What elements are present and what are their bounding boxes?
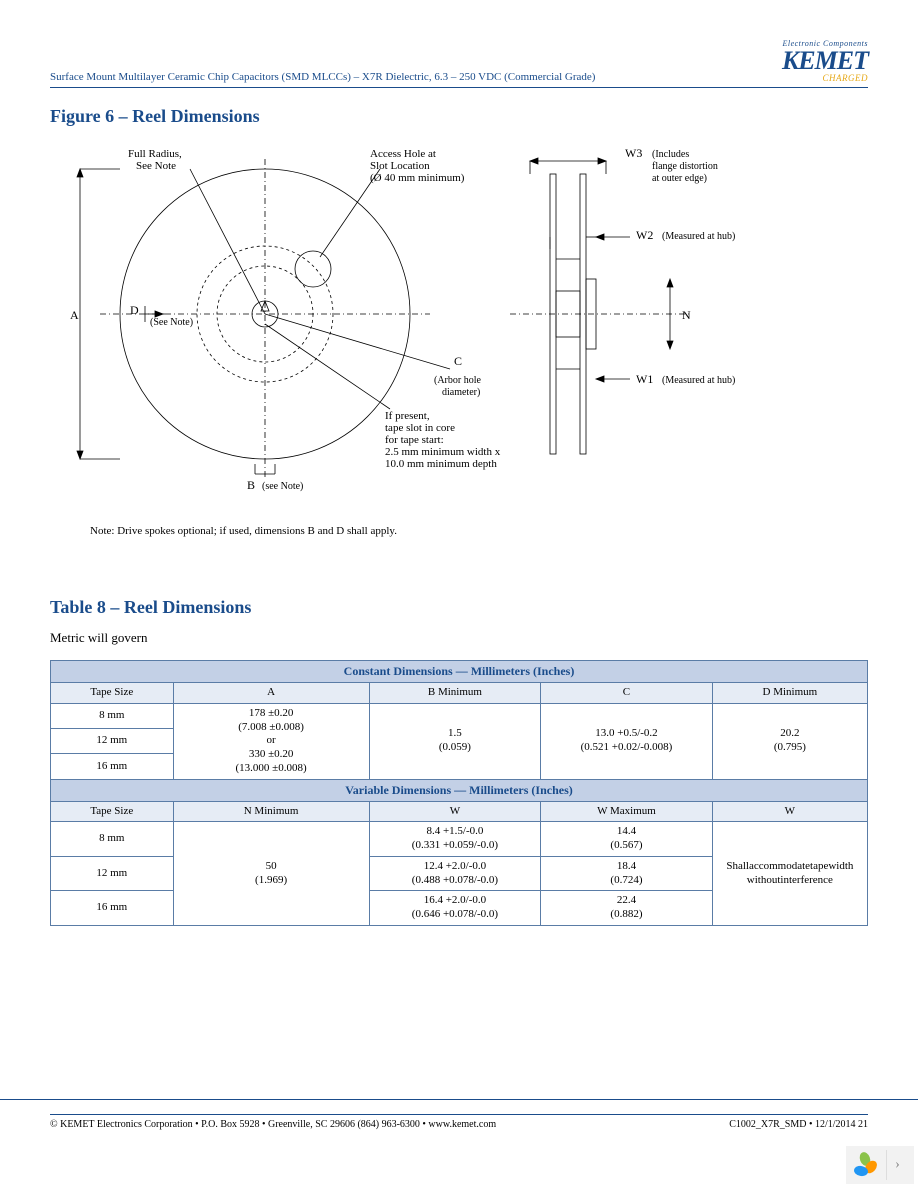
page: Surface Mount Multilayer Ceramic Chip Ca… (0, 0, 918, 1100)
svg-text:(Arbor hole: (Arbor hole (434, 375, 481, 386)
svg-text:(see Note): (see Note) (262, 481, 303, 492)
col-n: N Minimum (173, 801, 369, 822)
col-tape-size: Tape Size (51, 683, 174, 704)
page-header: Surface Mount Multilayer Ceramic Chip Ca… (50, 40, 868, 88)
svg-text:Full Radius,: Full Radius, (128, 148, 182, 160)
svg-text:10.0 mm minimum depth: 10.0 mm minimum depth (385, 458, 497, 470)
dim-d-label: D (130, 303, 139, 317)
svg-text:(See Note): (See Note) (150, 317, 193, 328)
dim-c-label: C (454, 354, 462, 368)
reel-dimensions-table: Constant Dimensions — Millimeters (Inche… (50, 660, 868, 926)
svg-text:If present,: If present, (385, 410, 430, 422)
table-row: 8 mm 178 ±0.20 (7.008 ±0.008) or 330 ±0.… (51, 703, 868, 728)
col-wnote: W (712, 801, 867, 822)
kemet-logo: Electronic Components KEMET CHARGED (782, 40, 868, 83)
col-tape-size2: Tape Size (51, 801, 174, 822)
col-d: D Minimum (712, 683, 867, 704)
table-title: Table 8 – Reel Dimensions (50, 597, 868, 618)
footer-right: C1002_X7R_SMD • 12/1/2014 21 (729, 1119, 868, 1130)
dim-a-label: A (70, 308, 79, 322)
svg-text:2.5 mm minimum width x: 2.5 mm minimum width x (385, 446, 501, 458)
footer-left: © KEMET Electronics Corporation • P.O. B… (50, 1119, 496, 1130)
next-page-button[interactable]: › (886, 1150, 908, 1180)
table-section2-header: Variable Dimensions — Millimeters (Inche… (51, 779, 868, 801)
svg-text:W3: W3 (625, 146, 642, 160)
col-w: W (369, 801, 541, 822)
svg-text:W1: W1 (636, 372, 653, 386)
figure-note: Note: Drive spokes optional; if used, di… (90, 525, 868, 537)
table-row: 8 mm 50 (1.969) 8.4 +1.5/-0.0 (0.331 +0.… (51, 822, 868, 857)
dim-n-label: N (682, 308, 691, 322)
table-section1-header: Constant Dimensions — Millimeters (Inche… (51, 661, 868, 683)
dim-b-label: B (247, 478, 255, 492)
col-c: C (541, 683, 713, 704)
svg-text:at outer edge): at outer edge) (652, 173, 707, 184)
page-footer: © KEMET Electronics Corporation • P.O. B… (50, 1114, 868, 1130)
svg-text:(Ø 40 mm minimum): (Ø 40 mm minimum) (370, 172, 465, 184)
col-a: A (173, 683, 369, 704)
svg-text:for tape start:: for tape start: (385, 434, 444, 446)
col-wmax: W Maximum (541, 801, 713, 822)
svg-text:Access Hole at: Access Hole at (370, 148, 436, 160)
svg-text:See Note: See Note (136, 160, 176, 172)
header-title: Surface Mount Multilayer Ceramic Chip Ca… (50, 71, 595, 83)
figure-title: Figure 6 – Reel Dimensions (50, 106, 868, 127)
svg-text:(Measured at hub): (Measured at hub) (662, 231, 735, 242)
svg-text:(Measured at hub): (Measured at hub) (662, 375, 735, 386)
viewer-controls: › (846, 1146, 914, 1184)
svg-text:Slot Location: Slot Location (370, 160, 430, 172)
svg-text:W2: W2 (636, 228, 653, 242)
svg-text:diameter): diameter) (442, 387, 480, 398)
viewer-logo-icon (852, 1152, 878, 1178)
col-b: B Minimum (369, 683, 541, 704)
svg-text:(Includes: (Includes (652, 149, 689, 160)
svg-text:flange distortion: flange distortion (652, 161, 718, 172)
figure-svg: A D (See Note) B (see Note) Full Radius,… (50, 139, 870, 519)
svg-text:tape slot in core: tape slot in core (385, 422, 455, 434)
table-governing-note: Metric will govern (50, 630, 868, 646)
logo-wordmark: KEMET (782, 48, 868, 74)
logo-tagline-bottom: CHARGED (782, 74, 868, 83)
reel-dimensions-figure: A D (See Note) B (see Note) Full Radius,… (50, 139, 868, 519)
